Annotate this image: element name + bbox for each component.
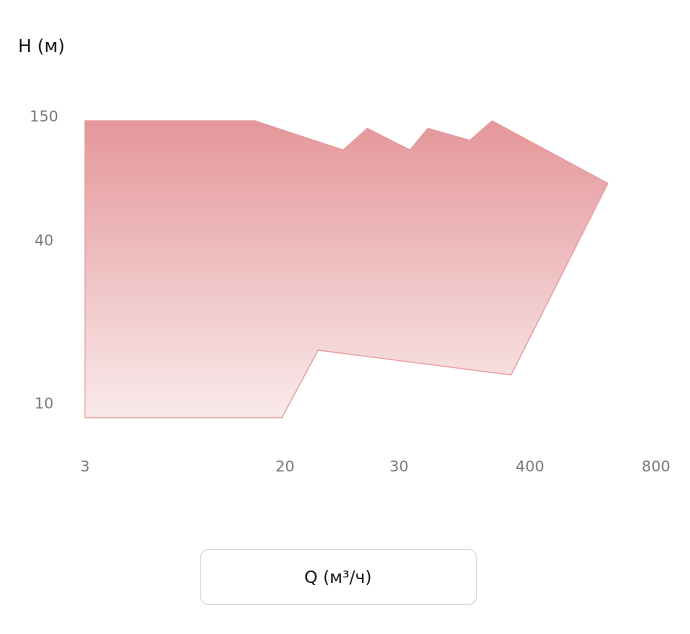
x-tick-label: 30 xyxy=(389,458,408,476)
y-tick-label: 10 xyxy=(34,395,53,413)
x-axis-label[interactable]: Q (м³/ч) xyxy=(304,568,371,588)
y-axis-label: Н (м) xyxy=(18,36,65,57)
x-tick-label: 400 xyxy=(516,458,545,476)
x-tick-label: 20 xyxy=(275,458,294,476)
y-tick-label: 150 xyxy=(30,108,59,126)
x-tick-label: 800 xyxy=(642,458,671,476)
x-axis-button[interactable] xyxy=(200,549,477,605)
y-tick-label: 40 xyxy=(34,232,53,250)
operating-range xyxy=(84,120,609,419)
x-tick-label: 3 xyxy=(80,458,90,476)
